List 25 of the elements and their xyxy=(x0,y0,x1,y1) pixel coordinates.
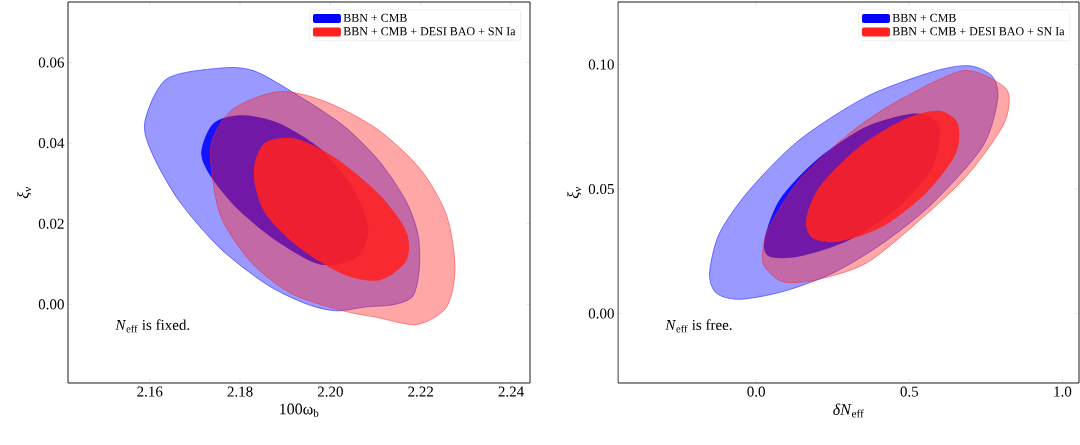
y-tick-label: 0.02 xyxy=(38,218,64,229)
legend-label: BBN + CMB xyxy=(343,13,407,22)
legend-label: BBN + CMB + DESI BAO + SN Ia xyxy=(892,27,1065,36)
x-axis-title: δN$_{eff}$ xyxy=(833,403,864,418)
x-tick-label: 2.24 xyxy=(498,386,524,397)
legend-label: BBN + CMB + DESI BAO + SN Ia xyxy=(343,27,516,36)
x-tick-label: 2.20 xyxy=(317,386,343,397)
y-axis-title: ξ$_{ν}$ xyxy=(17,187,32,199)
x-tick-label: 2.22 xyxy=(408,386,433,397)
annotation: N$_{eff}$ is fixed. xyxy=(115,319,190,333)
annotation: N$_{eff}$ is free. xyxy=(665,319,732,333)
y-tick-label: 0.06 xyxy=(38,57,65,68)
x-tick-label: 0.0 xyxy=(747,386,765,397)
y-tick-label: 0.00 xyxy=(38,299,64,310)
x-tick-label: 0.5 xyxy=(900,386,919,397)
x-tick-label: 2.18 xyxy=(227,386,253,397)
y-axis-title: ξ$_{ν}$ xyxy=(567,187,582,199)
x-tick-label: 1.0 xyxy=(1054,386,1072,397)
y-tick-label: 0.05 xyxy=(588,183,614,195)
y-tick-label: 0.10 xyxy=(588,59,614,70)
legend-label: BBN + CMB xyxy=(892,13,956,22)
x-tick-label: 2.16 xyxy=(137,386,163,397)
y-tick-label: 0.00 xyxy=(588,308,614,319)
x-axis-title: 100ω$_{b}$ xyxy=(280,403,319,417)
y-tick-label: 0.04 xyxy=(38,138,65,149)
